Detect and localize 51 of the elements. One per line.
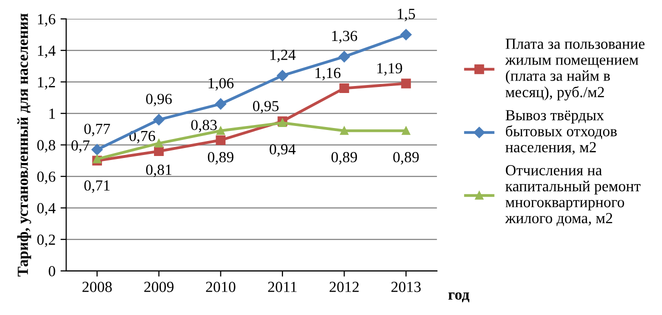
data-label: 1,16 <box>316 68 340 80</box>
x-tick-label: 2012 <box>330 282 359 292</box>
point <box>216 135 226 146</box>
y-tick-label: 0,6 <box>37 172 56 184</box>
data-label: 0,89 <box>331 152 357 165</box>
x-tick-label: 2013 <box>391 282 421 292</box>
y-tick-label: 1,2 <box>38 77 55 90</box>
y-tick-label: 0,2 <box>37 234 55 248</box>
point <box>153 114 164 126</box>
data-label: 0,77 <box>84 124 110 136</box>
point <box>276 70 288 82</box>
x-tick-label: 2011 <box>268 282 297 292</box>
point <box>401 78 411 88</box>
data-label: 0,89 <box>393 152 419 165</box>
legend-label: Вывоз твёрдых бытовых отходов населения, м2 <box>506 110 617 155</box>
data-label: 1,06 <box>208 78 234 91</box>
y-axis-title: Тариф, установленный для населения <box>17 13 32 276</box>
y-tick-label: 0,8 <box>37 140 56 153</box>
y-tick-label: 1 <box>49 108 55 119</box>
legend-label: Плата за пользование жилым помещением (плата за найм в месяц), руб./м2 <box>505 38 645 100</box>
y-tick-label: 1,4 <box>38 46 56 58</box>
point <box>278 118 287 128</box>
point <box>340 126 348 135</box>
y-tick-label: 0,4 <box>37 203 56 216</box>
data-label: 0,7 <box>71 140 90 153</box>
data-label: 0,89 <box>208 152 234 165</box>
x-tick-label: 2010 <box>206 282 236 292</box>
data-label: 0,95 <box>253 100 279 114</box>
x-tick-label: 2008 <box>82 282 112 292</box>
point <box>339 83 350 94</box>
point <box>402 126 410 135</box>
data-label: 1,24 <box>270 50 296 62</box>
x-tick-label: 2009 <box>144 282 174 292</box>
data-label: 0,81 <box>146 164 172 178</box>
legend-label: Отчисления на капитальный ремонт многоквартирного жилого дома, м2 <box>505 165 640 226</box>
point <box>216 126 225 135</box>
data-label: 0,83 <box>191 120 217 132</box>
data-label: 0,71 <box>84 180 110 193</box>
y-tick-label: 1,6 <box>38 14 56 27</box>
data-label: 1,5 <box>398 8 415 22</box>
point <box>338 51 350 62</box>
point <box>154 139 164 148</box>
data-label: 1,19 <box>377 63 402 76</box>
data-label: 1,36 <box>332 30 358 44</box>
data-label: 0,94 <box>270 144 296 157</box>
point <box>215 98 226 110</box>
point <box>91 144 103 156</box>
y-tick-label: 0 <box>48 266 56 276</box>
x-axis-title: год <box>448 292 470 302</box>
point <box>400 29 412 40</box>
data-label: 0,96 <box>146 94 172 106</box>
